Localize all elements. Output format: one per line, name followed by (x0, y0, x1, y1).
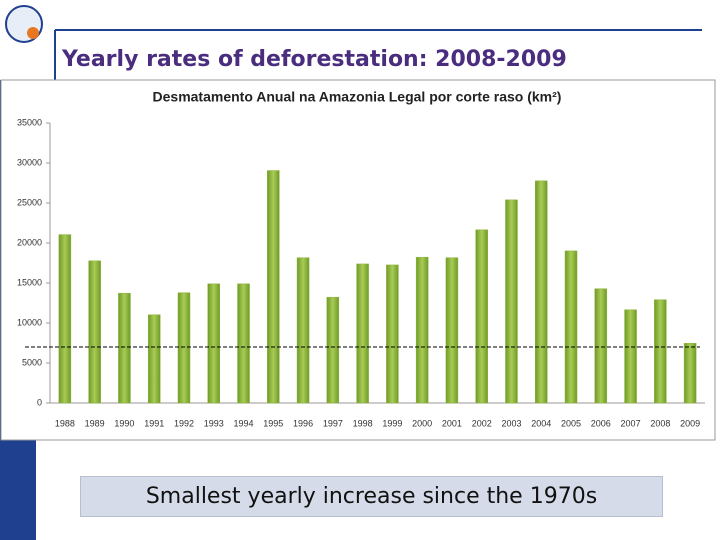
bar (564, 250, 578, 404)
x-tick-label: 2009 (680, 418, 700, 428)
caption: Smallest yearly increase since the 1970s (80, 476, 663, 517)
bar (356, 263, 369, 404)
y-tick-label: 0 (37, 397, 42, 407)
x-tick-label: 1999 (382, 418, 402, 428)
x-tick-label: 1995 (263, 418, 283, 428)
x-tick-label: 1991 (144, 418, 164, 428)
bar (683, 343, 697, 404)
x-tick-label: 1989 (85, 418, 105, 428)
x-tick-label: 1994 (234, 418, 254, 428)
bar (207, 283, 220, 404)
bar (58, 234, 72, 404)
y-tick-label: 15000 (17, 277, 42, 287)
y-tick-label: 30000 (17, 157, 42, 167)
bar (386, 264, 399, 404)
x-tick-label: 2005 (561, 418, 581, 428)
bar (535, 180, 548, 404)
x-tick-label: 1998 (353, 418, 373, 428)
bar (326, 296, 340, 404)
y-tick-label: 20000 (17, 237, 42, 247)
x-tick-label: 2008 (650, 418, 670, 428)
bar (475, 229, 488, 404)
slide-title: Yearly rates of deforestation: 2008-2009 (61, 47, 567, 72)
bar (88, 260, 101, 404)
x-tick-label: 2003 (501, 418, 521, 428)
y-tick-label: 5000 (22, 357, 42, 367)
x-tick-label: 1996 (293, 418, 313, 428)
y-tick-label: 35000 (17, 117, 42, 127)
x-tick-label: 1993 (204, 418, 224, 428)
x-tick-label: 2006 (591, 418, 611, 428)
x-tick-label: 2001 (442, 418, 462, 428)
bar (118, 292, 131, 404)
y-tick-label: 10000 (17, 317, 42, 327)
logo-dot (27, 27, 39, 39)
x-tick-label: 2002 (472, 418, 492, 428)
bar (594, 288, 608, 404)
bar (415, 256, 429, 404)
x-tick-label: 1997 (323, 418, 343, 428)
x-tick-label: 1988 (55, 418, 75, 428)
bar (237, 283, 250, 404)
x-tick-label: 1990 (114, 418, 134, 428)
x-tick-label: 2007 (621, 418, 641, 428)
x-tick-label: 2000 (412, 418, 432, 428)
bar (147, 314, 161, 404)
y-tick-label: 25000 (17, 197, 42, 207)
bar (505, 199, 518, 404)
plot: 0 5000 10000 15000 20000 25000 30000 35000 1988 1… (17, 117, 705, 428)
bar (267, 170, 280, 404)
bar (624, 309, 637, 404)
bar (654, 299, 667, 404)
chart-title: Desmatamento Anual na Amazonia Legal por… (153, 89, 562, 105)
bar (177, 292, 191, 404)
x-tick-label: 2004 (531, 418, 551, 428)
x-tick-label: 1992 (174, 418, 194, 428)
bar (296, 257, 310, 404)
bar (445, 257, 459, 404)
